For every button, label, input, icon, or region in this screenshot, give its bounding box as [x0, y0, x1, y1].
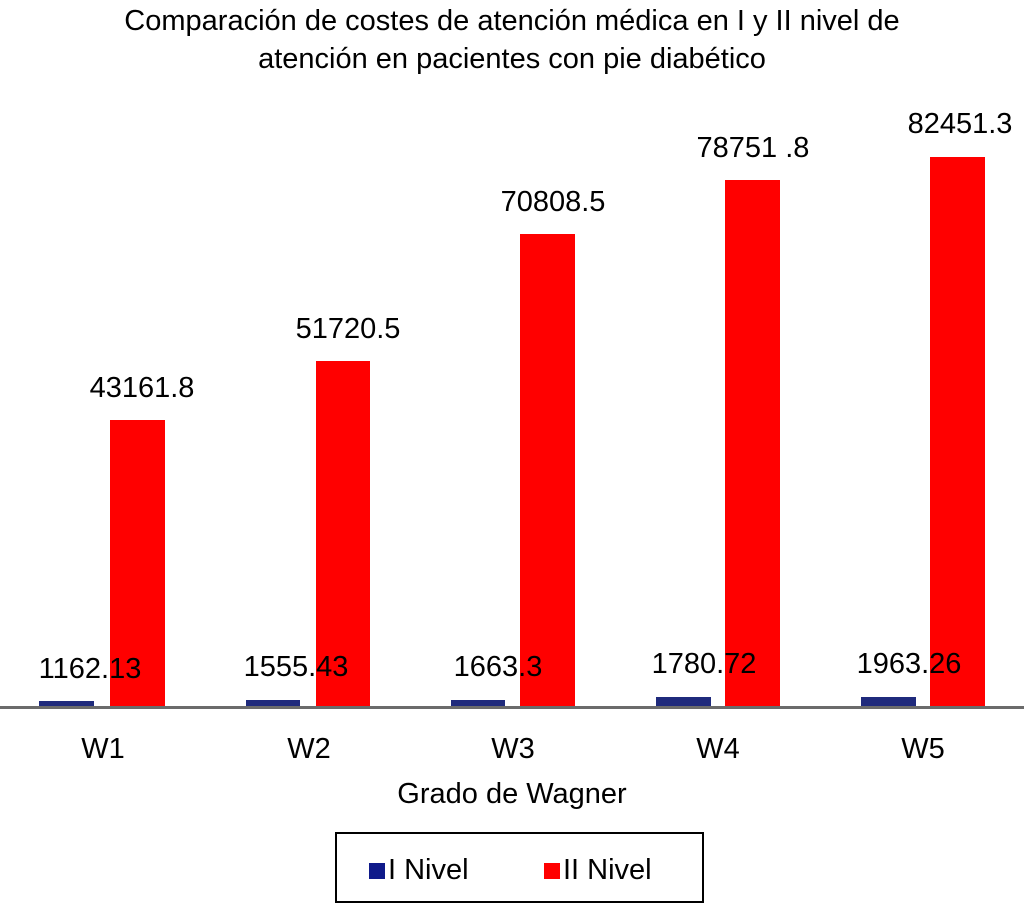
- value-label-ii-w2: 51720.5: [295, 313, 401, 345]
- chart-title-line-2: atención en pacientes con pie diabético: [258, 43, 766, 75]
- bar-i-nivel-w1: [39, 701, 94, 707]
- legend-item-i-nivel: I Nivel: [369, 854, 469, 887]
- bar-i-nivel-w3: [451, 700, 505, 707]
- x-axis-title: Grado de Wagner: [397, 778, 627, 810]
- chart-title: Comparación de costes de atención médica…: [0, 2, 1024, 78]
- legend-swatch-red-icon: [544, 862, 560, 879]
- bar-ii-nivel-w5: [930, 157, 985, 707]
- x-axis-line: [0, 706, 1024, 709]
- bar-i-nivel-w2: [246, 700, 300, 707]
- category-label-w2: W2: [287, 733, 331, 765]
- value-label-ii-w5: 82451.3: [907, 108, 1013, 140]
- value-label-i-w2: 1555.43: [243, 651, 349, 683]
- value-label-ii-w3: 70808.5: [500, 186, 606, 218]
- legend-label-ii-nivel: II Nivel: [563, 854, 652, 886]
- category-label-w3: W3: [491, 733, 535, 765]
- bar-i-nivel-w5: [861, 697, 916, 707]
- bar-ii-nivel-w3: [520, 234, 575, 707]
- legend: I Nivel II Nivel: [335, 832, 704, 903]
- chart-title-line-1: Comparación de costes de atención médica…: [124, 5, 900, 37]
- bar-ii-nivel-w4: [725, 180, 780, 707]
- category-label-w5: W5: [901, 733, 945, 765]
- value-label-i-w5: 1963.26: [856, 648, 962, 680]
- value-label-i-w3: 1663.3: [453, 651, 543, 683]
- bar-ii-nivel-w1: [110, 420, 165, 707]
- bar-ii-nivel-w2: [316, 361, 370, 707]
- category-label-w4: W4: [696, 733, 740, 765]
- value-label-ii-w1: 43161.8: [89, 372, 195, 404]
- bar-i-nivel-w4: [656, 697, 711, 707]
- value-label-ii-w4: 78751 .8: [696, 132, 810, 164]
- legend-swatch-blue-icon: [369, 862, 385, 879]
- value-label-i-w1: 1162.13: [38, 653, 142, 685]
- category-label-w1: W1: [81, 733, 125, 765]
- legend-item-ii-nivel: II Nivel: [544, 854, 652, 887]
- value-label-i-w4: 1780.72: [651, 648, 757, 680]
- legend-label-i-nivel: I Nivel: [388, 854, 469, 886]
